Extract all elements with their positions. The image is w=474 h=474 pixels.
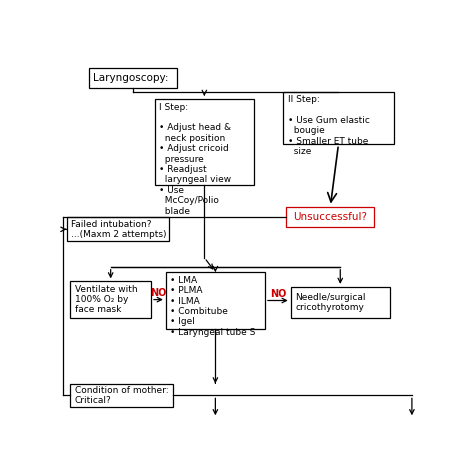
Text: NO: NO	[270, 289, 286, 299]
Text: I Step:

• Adjust head &
  neck position
• Adjust cricoid
  pressure
• Readjust
: I Step: • Adjust head & neck position • …	[159, 102, 231, 216]
FancyBboxPatch shape	[166, 272, 265, 329]
Text: Laryngoscopy:: Laryngoscopy:	[93, 73, 169, 83]
FancyBboxPatch shape	[70, 282, 151, 318]
Text: Failed intubation?
...(Maxm 2 attempts): Failed intubation? ...(Maxm 2 attempts)	[71, 219, 166, 239]
FancyBboxPatch shape	[66, 218, 170, 241]
Text: • LMA
• PLMA
• ILMA
• Combitube
• Igel
• Laryngeal tube S: • LMA • PLMA • ILMA • Combitube • Igel •…	[170, 276, 255, 337]
FancyBboxPatch shape	[155, 99, 254, 185]
FancyBboxPatch shape	[283, 91, 393, 145]
Text: II Step:

• Use Gum elastic
  bougie
• Smaller ET tube
  size: II Step: • Use Gum elastic bougie • Smal…	[288, 95, 370, 156]
Text: Needle/surgical
cricothyrotomy: Needle/surgical cricothyrotomy	[295, 292, 365, 312]
FancyBboxPatch shape	[70, 383, 173, 407]
FancyBboxPatch shape	[286, 207, 374, 227]
Text: Unsuccessful?: Unsuccessful?	[293, 211, 367, 221]
FancyBboxPatch shape	[291, 287, 390, 318]
Text: Ventilate with
100% O₂ by
face mask: Ventilate with 100% O₂ by face mask	[75, 285, 137, 314]
Text: NO: NO	[150, 288, 167, 298]
FancyBboxPatch shape	[89, 68, 177, 88]
Text: Condition of mother:
Critical?: Condition of mother: Critical?	[75, 386, 168, 405]
